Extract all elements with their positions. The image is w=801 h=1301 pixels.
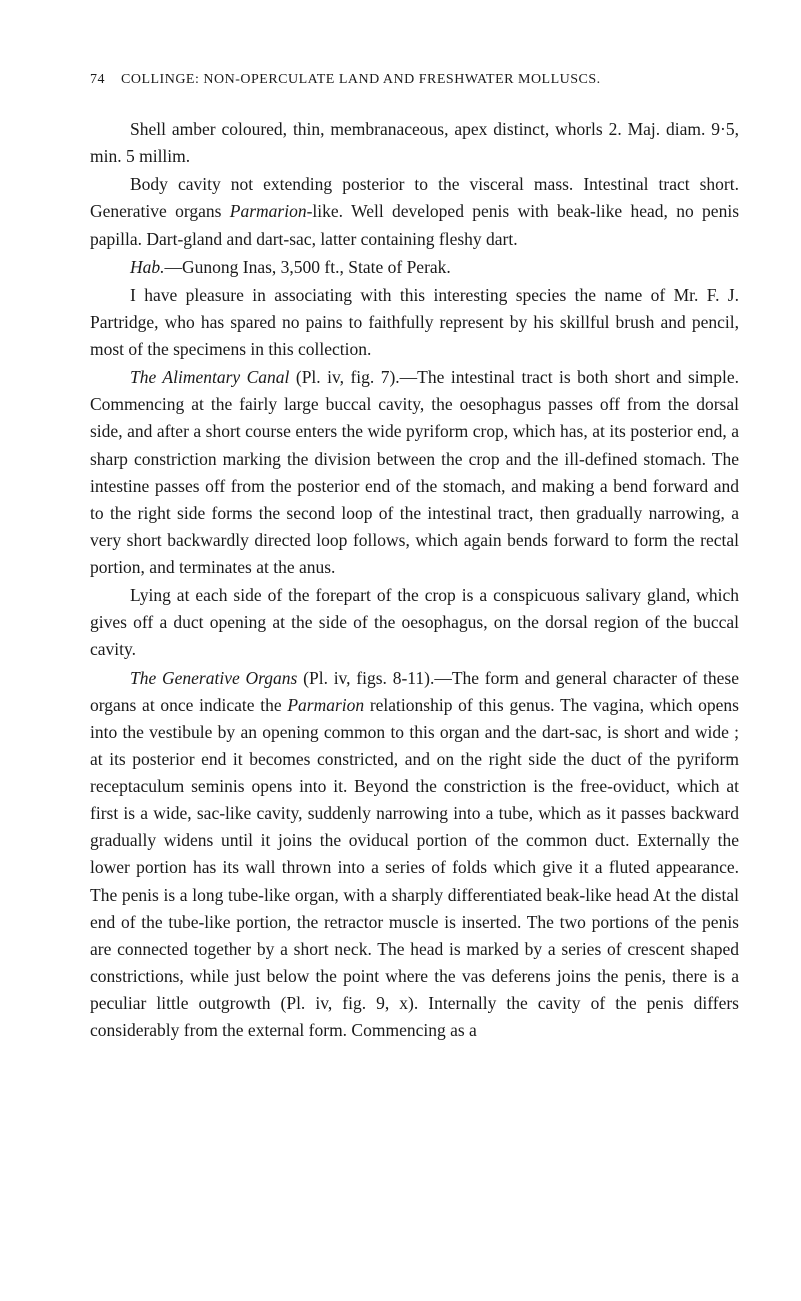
para-5-text-b: (Pl. iv, fig. 7).—The intestinal tract i…	[90, 367, 739, 577]
paragraph-7: The Generative Organs (Pl. iv, figs. 8-1…	[90, 665, 739, 1045]
para-2-italic: Parmarion	[230, 201, 307, 221]
running-title: COLLINGE: NON-OPERCULATE LAND AND FRESHW…	[121, 72, 601, 87]
paragraph-3: Hab.—Gunong Inas, 3,500 ft., State of Pe…	[90, 254, 739, 281]
running-header: 74 COLLINGE: NON-OPERCULATE LAND AND FRE…	[90, 72, 739, 88]
paragraph-1: Shell amber coloured, thin, membranaceou…	[90, 116, 739, 170]
page-number: 74	[90, 72, 105, 87]
para-5-heading: The Alimentary Canal	[130, 367, 296, 387]
paragraph-2: Body cavity not extending posterior to t…	[90, 171, 739, 252]
para-6-text: Lying at each side of the forepart of th…	[90, 585, 739, 659]
para-3-hab-label: Hab.	[130, 257, 165, 277]
para-3-text-b: —Gunong Inas, 3,500 ft., State of Perak.	[165, 257, 451, 277]
para-4-text: I have pleasure in associating with this…	[90, 285, 739, 359]
para-7-italic-c: Parmarion	[287, 695, 364, 715]
paragraph-4: I have pleasure in associating with this…	[90, 282, 739, 363]
para-1-text: Shell amber coloured, thin, membranaceou…	[90, 119, 739, 166]
para-7-heading: The Generative Organs	[130, 668, 303, 688]
paragraph-5: The Alimentary Canal (Pl. iv, fig. 7).—T…	[90, 364, 739, 581]
document-body: Shell amber coloured, thin, membranaceou…	[90, 116, 739, 1044]
para-7-text-d: relationship of this genus. The vagina, …	[90, 695, 739, 1041]
paragraph-6: Lying at each side of the forepart of th…	[90, 582, 739, 663]
